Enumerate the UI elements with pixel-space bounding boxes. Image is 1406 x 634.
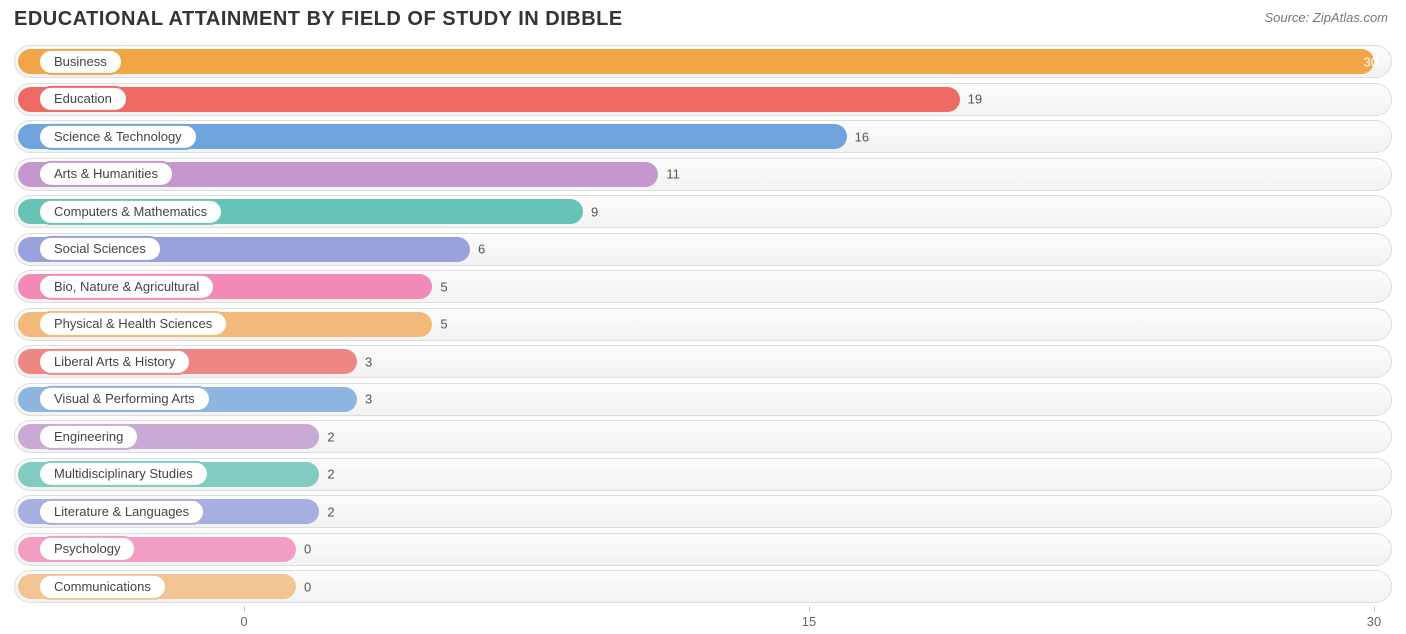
bar-row: Psychology 0 xyxy=(14,533,1392,566)
axis-tick-mark xyxy=(809,606,810,612)
bar-row: Social Sciences 6 xyxy=(14,233,1392,266)
bar-value: 2 xyxy=(327,504,334,519)
bar-row: Literature & Languages 2 xyxy=(14,495,1392,528)
axis-tick-mark xyxy=(244,606,245,612)
bar-value: 9 xyxy=(591,204,598,219)
bar-value: 11 xyxy=(666,167,680,182)
bar-value: 0 xyxy=(304,579,311,594)
bar-label-pill: Psychology xyxy=(38,536,136,562)
x-axis: 0 15 30 xyxy=(14,608,1392,634)
bar-label-pill: Literature & Languages xyxy=(38,498,205,524)
bar-row: Science & Technology 16 xyxy=(14,120,1392,153)
bar-label-pill: Communications xyxy=(38,573,167,599)
bar-value: 5 xyxy=(440,317,447,332)
bar-row: Business 30 xyxy=(14,45,1392,78)
bar-value: 3 xyxy=(365,354,372,369)
axis-tick-label: 30 xyxy=(1367,614,1381,629)
bar-value: 0 xyxy=(304,542,311,557)
bar-label-pill: Bio, Nature & Agricultural xyxy=(38,273,215,299)
bar-fill xyxy=(18,49,1374,74)
bar-value: 16 xyxy=(855,129,869,144)
bar-value: 5 xyxy=(440,279,447,294)
bar-row: Liberal Arts & History 3 xyxy=(14,345,1392,378)
bar-label-pill: Engineering xyxy=(38,423,139,449)
bar-label-pill: Education xyxy=(38,86,128,112)
bar-label-pill: Social Sciences xyxy=(38,236,162,262)
bar-row: Communications 0 xyxy=(14,570,1392,603)
bar-row: Computers & Mathematics 9 xyxy=(14,195,1392,228)
bar-value: 6 xyxy=(478,242,485,257)
bar-row: Arts & Humanities 11 xyxy=(14,158,1392,191)
axis-tick-label: 0 xyxy=(240,614,247,629)
source-attribution: Source: ZipAtlas.com xyxy=(1264,10,1388,25)
bar-value: 2 xyxy=(327,467,334,482)
bar-label-pill: Multidisciplinary Studies xyxy=(38,461,209,487)
axis-tick-mark xyxy=(1374,606,1375,612)
bar-label-pill: Liberal Arts & History xyxy=(38,348,191,374)
bar-value: 19 xyxy=(968,92,982,107)
bar-label-pill: Visual & Performing Arts xyxy=(38,386,211,412)
bar-row: Engineering 2 xyxy=(14,420,1392,453)
bar-row: Education 19 xyxy=(14,83,1392,116)
bar-label-pill: Business xyxy=(38,48,123,74)
bar-row: Physical & Health Sciences 5 xyxy=(14,308,1392,341)
bar-fill xyxy=(18,87,960,112)
bar-label-pill: Science & Technology xyxy=(38,123,198,149)
bar-value: 30 xyxy=(1364,54,1378,69)
axis-tick-label: 15 xyxy=(802,614,816,629)
bar-label-pill: Physical & Health Sciences xyxy=(38,311,228,337)
bar-value: 2 xyxy=(327,429,334,444)
bar-row: Visual & Performing Arts 3 xyxy=(14,383,1392,416)
chart-title: EDUCATIONAL ATTAINMENT BY FIELD OF STUDY… xyxy=(14,8,1392,31)
bar-label-pill: Arts & Humanities xyxy=(38,161,174,187)
bar-label-pill: Computers & Mathematics xyxy=(38,198,223,224)
bar-row: Bio, Nature & Agricultural 5 xyxy=(14,270,1392,303)
bar-row: Multidisciplinary Studies 2 xyxy=(14,458,1392,491)
bar-chart: Business30Education19Science & Technolog… xyxy=(14,45,1392,634)
bar-value: 3 xyxy=(365,392,372,407)
